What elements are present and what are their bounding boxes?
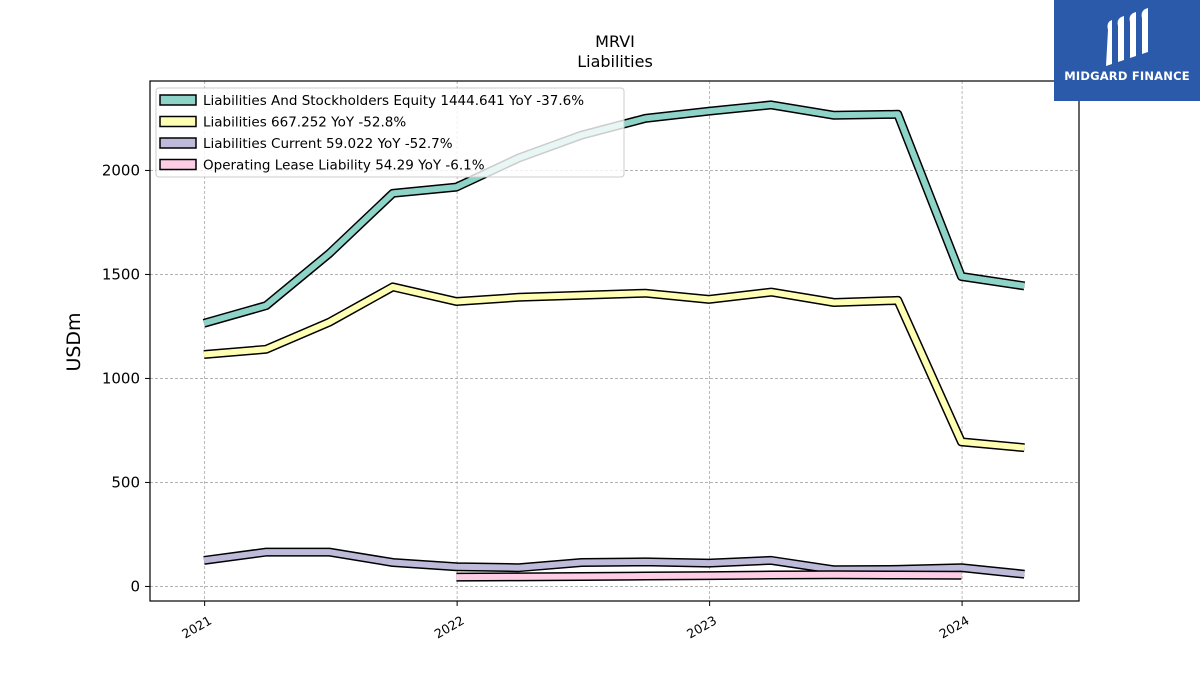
y-tick-label: 1000 xyxy=(102,369,140,387)
logo-mark-icon xyxy=(1106,8,1148,66)
chart-title: MRVI xyxy=(595,32,635,51)
legend-label: Operating Lease Liability 54.29 YoY -6.1… xyxy=(203,158,485,174)
legend-swatch xyxy=(159,158,197,171)
legend-swatch xyxy=(159,115,197,128)
series-line xyxy=(203,283,1025,451)
legend: Liabilities And Stockholders Equity 1444… xyxy=(155,87,625,178)
logo-text: MIDGARD FINANCE xyxy=(1064,69,1190,83)
y-tick-label: 0 xyxy=(130,577,140,595)
x-tick-label: 2021 xyxy=(179,613,214,642)
y-axis-label: USDm xyxy=(63,312,85,371)
series-line xyxy=(203,549,1025,578)
legend-label: Liabilities 667.252 YoY -52.8% xyxy=(203,115,406,131)
y-tick-label: 1500 xyxy=(102,265,140,283)
series-line xyxy=(456,571,962,581)
brand-logo: MIDGARD FINANCE xyxy=(1054,0,1200,101)
y-tick-label: 500 xyxy=(111,473,140,491)
legend-swatch xyxy=(159,94,197,106)
x-tick-label: 2023 xyxy=(684,613,719,642)
legend-label: Liabilities Current 59.022 YoY -52.7% xyxy=(203,136,453,152)
x-tick-label: 2022 xyxy=(432,613,467,642)
plot-frame xyxy=(149,80,1080,602)
legend-label: Liabilities And Stockholders Equity 1444… xyxy=(203,93,584,109)
y-axis: 0 500 1000 1500 2000 xyxy=(102,161,150,595)
legend-swatch xyxy=(159,137,197,149)
legend-box xyxy=(155,87,625,178)
x-axis: 2021 2022 2023 2024 xyxy=(179,601,972,642)
x-tick-label: 2024 xyxy=(937,613,972,642)
y-tick-label: 2000 xyxy=(102,161,140,179)
chart-subtitle: Liabilities xyxy=(577,52,653,71)
